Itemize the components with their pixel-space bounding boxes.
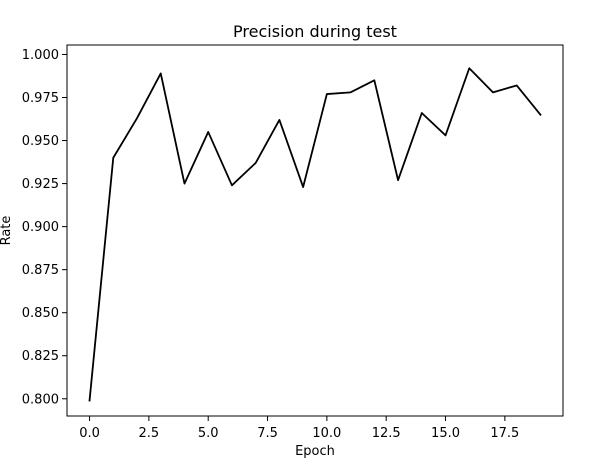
y-tick-label: 0.825 bbox=[22, 349, 59, 364]
y-tick-label: 0.850 bbox=[22, 306, 59, 321]
x-tick-label: 0.0 bbox=[79, 426, 100, 441]
y-axis-label: Rate bbox=[0, 216, 14, 246]
y-tick-label: 1.000 bbox=[22, 48, 59, 63]
x-tick-label: 7.5 bbox=[257, 426, 278, 441]
x-tick-label: 15.0 bbox=[431, 426, 460, 441]
x-axis-label: Epoch bbox=[295, 444, 335, 459]
y-tick-label: 0.800 bbox=[22, 392, 59, 407]
y-tick-label: 0.925 bbox=[22, 177, 59, 192]
y-tick-label: 0.975 bbox=[22, 91, 59, 106]
x-tick-label: 10.0 bbox=[312, 426, 341, 441]
x-tick-label: 12.5 bbox=[372, 426, 401, 441]
chart-title: Precision during test bbox=[233, 22, 397, 41]
series-line-0 bbox=[88, 67, 542, 402]
watermark-text: CSDN @是馒头阿 bbox=[486, 445, 600, 461]
plot-frame bbox=[66, 44, 564, 417]
y-tick-label: 0.875 bbox=[22, 263, 59, 278]
x-tick-label: 5.0 bbox=[198, 426, 219, 441]
x-tick-label: 2.5 bbox=[139, 426, 160, 441]
plot-area: 0.0 2.5 5.0 7.5 10.0 12.5 15.0 17.5 0.800 0.825 0.… bbox=[22, 44, 564, 441]
y-tick-label: 0.900 bbox=[22, 220, 59, 235]
x-tick-label: 17.5 bbox=[490, 426, 519, 441]
y-tick-label: 0.950 bbox=[22, 134, 59, 149]
